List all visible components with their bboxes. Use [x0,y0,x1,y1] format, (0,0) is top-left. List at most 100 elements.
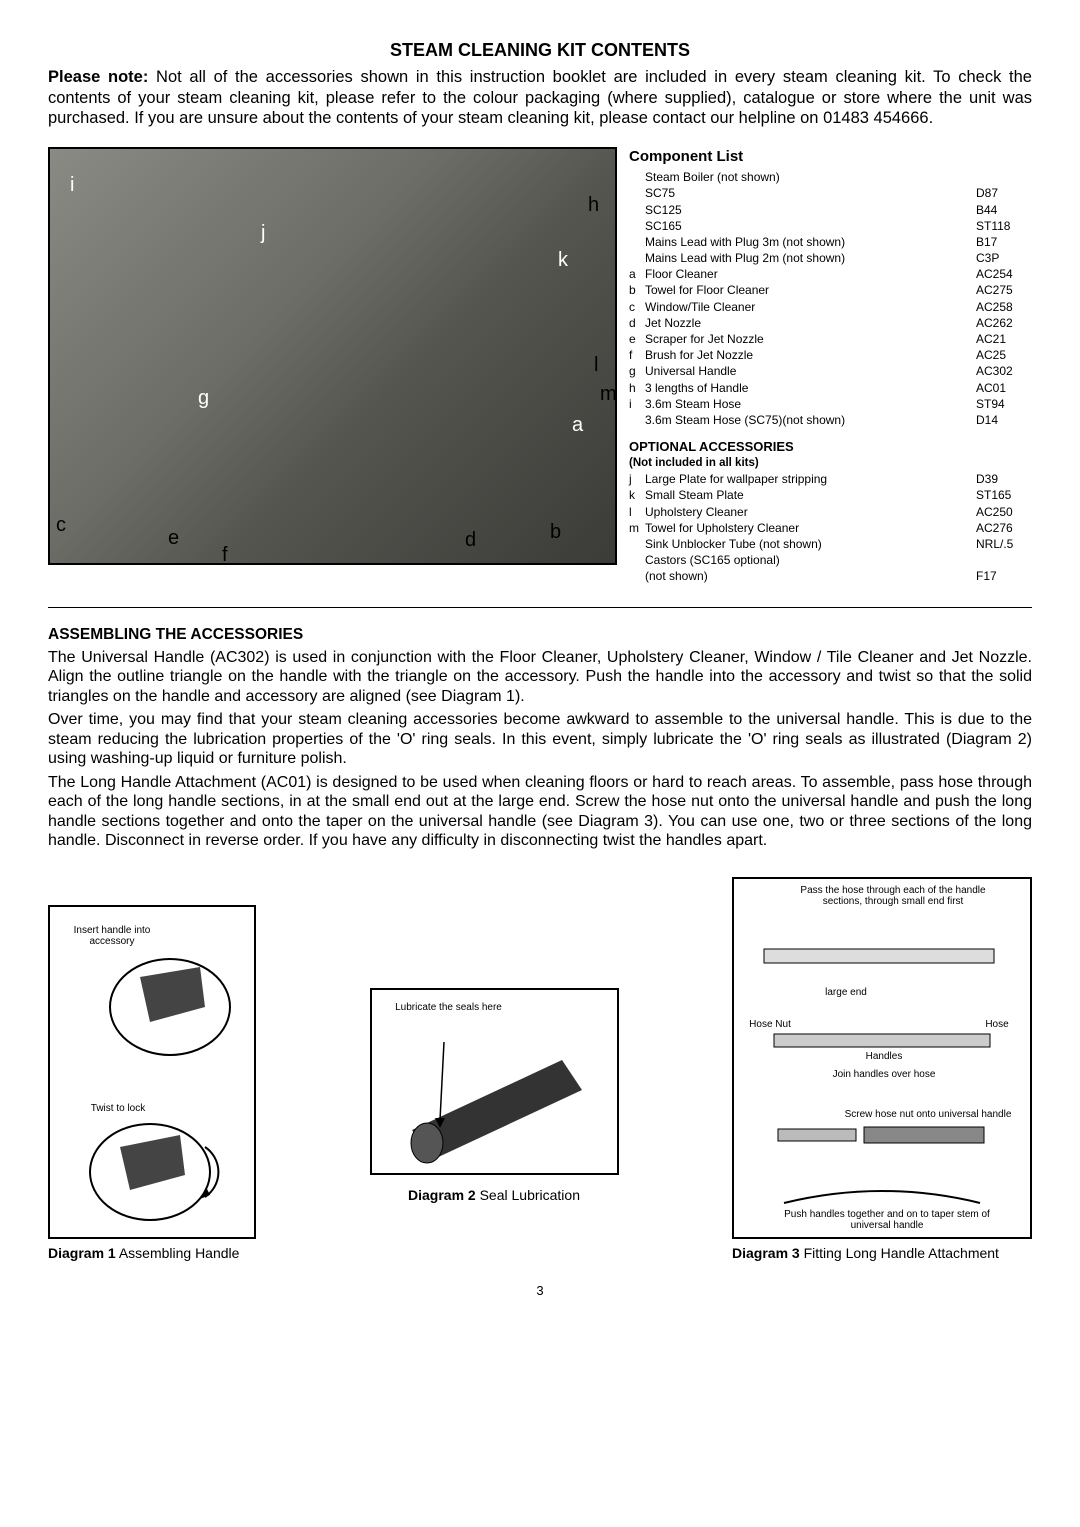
photo-callout-m: m [600,383,617,406]
component-letter: k [629,487,645,503]
intro-paragraph: Please note: Not all of the accessories … [48,67,1032,129]
component-code: D87 [976,185,1032,201]
component-code: AC254 [976,266,1032,282]
component-letter: j [629,471,645,487]
photo-callout-i: i [70,174,74,197]
component-row: (not shown)F17 [629,568,1032,584]
component-letter: b [629,282,645,298]
component-code: ST118 [976,218,1032,234]
page-number: 3 [48,1283,1032,1298]
component-code [976,552,1032,568]
component-row: Mains Lead with Plug 3m (not shown)B17 [629,234,1032,250]
component-code: AC250 [976,504,1032,520]
diagram-2-column: Lubricate the seals here Diagram 2 Seal … [274,988,714,1203]
component-row: dJet NozzleAC262 [629,315,1032,331]
component-code: AC276 [976,520,1032,536]
diagram-3-label-handles: Handles [854,1051,914,1062]
component-name: Towel for Floor Cleaner [645,282,976,298]
diagram-3-label-push: Push handles together and on to taper st… [782,1209,992,1231]
diagram-3-label-join: Join handles over hose [814,1069,954,1080]
component-name: 3.6m Steam Hose [645,396,976,412]
component-code: AC262 [976,315,1032,331]
component-row: mTowel for Upholstery CleanerAC276 [629,520,1032,536]
assembly-para-3: The Long Handle Attachment (AC01) is des… [48,773,1032,851]
component-letter: h [629,380,645,396]
component-name: 3.6m Steam Hose (SC75)(not shown) [645,412,976,428]
component-code: AC275 [976,282,1032,298]
component-row: bTowel for Floor CleanerAC275 [629,282,1032,298]
diagram-1-box: Insert handle into accessory Twist to lo… [48,905,256,1239]
component-letter: m [629,520,645,536]
component-letter [629,218,645,234]
diagram-1-label-insert: Insert handle into accessory [62,925,162,947]
component-letter [629,185,645,201]
component-row: lUpholstery CleanerAC250 [629,504,1032,520]
component-letter: f [629,347,645,363]
component-row: Mains Lead with Plug 2m (not shown)C3P [629,250,1032,266]
component-name: SC125 [645,202,976,218]
photo-callout-f: f [222,544,228,567]
component-name: Window/Tile Cleaner [645,299,976,315]
component-name: Sink Unblocker Tube (not shown) [645,536,976,552]
component-name: Brush for Jet Nozzle [645,347,976,363]
section-divider [48,607,1032,608]
component-row: SC125B44 [629,202,1032,218]
component-row: Castors (SC165 optional) [629,552,1032,568]
component-letter: d [629,315,645,331]
component-list-title: Component List [629,147,1032,167]
component-row: Sink Unblocker Tube (not shown)NRL/.5 [629,536,1032,552]
photo-callout-d: d [465,529,476,552]
diagram-3-label-hose: Hose [974,1019,1020,1030]
component-letter: c [629,299,645,315]
accessories-photo: ihjklmgacebdf [48,147,617,565]
component-name: Universal Handle [645,363,976,379]
diagram-2-caption: Diagram 2 Seal Lubrication [408,1187,580,1203]
diagram-1-caption: Diagram 1 Assembling Handle [48,1245,256,1261]
component-code: AC25 [976,347,1032,363]
component-row: aFloor CleanerAC254 [629,266,1032,282]
component-letter: a [629,266,645,282]
component-row: jLarge Plate for wallpaper strippingD39 [629,471,1032,487]
component-list: Component List Steam Boiler (not shown)S… [629,147,1032,585]
component-row: cWindow/Tile CleanerAC258 [629,299,1032,315]
assembly-title: ASSEMBLING THE ACCESSORIES [48,626,1032,644]
component-code: ST165 [976,487,1032,503]
component-code: AC01 [976,380,1032,396]
photo-callout-e: e [168,527,179,550]
component-row: i3.6m Steam HoseST94 [629,396,1032,412]
component-letter [629,202,645,218]
diagram-1-column: Insert handle into accessory Twist to lo… [48,905,256,1261]
diagram-2-label-lubricate: Lubricate the seals here [394,1002,504,1013]
photo-callout-k: k [558,249,568,272]
photo-callout-j: j [261,222,265,245]
component-code: NRL/.5 [976,536,1032,552]
component-name: SC165 [645,218,976,234]
component-name: Mains Lead with Plug 2m (not shown) [645,250,976,266]
diagram-2-box: Lubricate the seals here [370,988,619,1175]
component-letter: i [629,396,645,412]
component-code: B17 [976,234,1032,250]
component-row: fBrush for Jet NozzleAC25 [629,347,1032,363]
intro-body: Not all of the accessories shown in this… [48,68,1032,127]
component-name: Small Steam Plate [645,487,976,503]
component-code: F17 [976,568,1032,584]
component-code: D39 [976,471,1032,487]
photo-callout-g: g [198,387,209,410]
component-name: Steam Boiler (not shown) [645,169,976,185]
component-letter [629,412,645,428]
diagram-1-label-twist: Twist to lock [78,1103,158,1114]
diagram-3-caption: Diagram 3 Fitting Long Handle Attachment [732,1245,1032,1261]
component-letter: e [629,331,645,347]
component-row: 3.6m Steam Hose (SC75)(not shown)D14 [629,412,1032,428]
component-name: Jet Nozzle [645,315,976,331]
diagram-3-label-largeend: large end [816,987,876,998]
optional-subtitle: (Not included in all kits) [629,456,1032,472]
component-letter [629,250,645,266]
diagram-3-label-pass: Pass the hose through each of the handle… [788,885,998,907]
component-name: Castors (SC165 optional) [645,552,976,568]
component-name: Scraper for Jet Nozzle [645,331,976,347]
component-name: SC75 [645,185,976,201]
diagram-3-label-hosenut: Hose Nut [740,1019,800,1030]
component-code: AC21 [976,331,1032,347]
component-code: AC258 [976,299,1032,315]
